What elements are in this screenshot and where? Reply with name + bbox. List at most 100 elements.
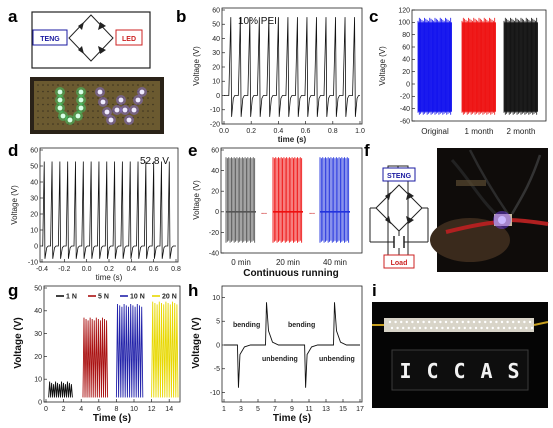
pcb-hole [77, 84, 79, 86]
chart-h-xtick-label: 17 [356, 406, 364, 413]
chart-b-ylabel: Voltage (V) [192, 46, 201, 86]
chart-c-ytick-label: 60 [402, 44, 410, 51]
pcb-hole [72, 116, 74, 119]
pcb-hole [67, 97, 69, 99]
led-label: LED [122, 36, 136, 43]
chart-b-annotation: 10% PEI [238, 16, 277, 27]
pcb-hole [112, 110, 114, 112]
led-letter: S [507, 359, 520, 383]
pcb-hole [42, 103, 44, 106]
pcb-hole [72, 110, 74, 112]
pcb-hole [147, 110, 149, 112]
pcb-hole [97, 84, 99, 86]
chart-g-series-2 [115, 303, 144, 398]
chart-g-legend-label: 5 N [98, 294, 109, 301]
chart-b-ytick-label: 60 [212, 7, 220, 14]
pcb-hole [42, 84, 44, 86]
chart-e-dots: ... [309, 209, 315, 216]
pcb-hole [37, 90, 39, 93]
chart-b-xtick-label: 0.6 [301, 128, 311, 135]
pcb-hole [42, 97, 44, 99]
chart-b-ytick-label: 30 [212, 50, 220, 57]
chart-h-annotation: bending [288, 322, 315, 329]
chart-c-category-label: 1 month [465, 127, 494, 136]
led-letter: I [399, 359, 412, 383]
panel-label-d: d [8, 141, 18, 160]
chart-e-category-label: 40 min [323, 258, 347, 267]
chart-g-series-3 [151, 301, 179, 398]
strip-led [474, 326, 478, 330]
chart-c: Voltage (V) -60 -40 -20 0 20 40 60 80 100 120 Orig… [378, 7, 547, 136]
pcb-hole [72, 97, 74, 99]
pcb-hole [42, 123, 44, 125]
pcb-hole [62, 123, 64, 125]
pcb-hole [117, 84, 119, 86]
strip-led [390, 326, 394, 330]
strip-led [418, 326, 422, 330]
chart-h-xtick-label: 11 [305, 406, 312, 413]
pcb-hole [142, 116, 144, 119]
chart-d-xtick-label: 0.6 [149, 266, 159, 273]
strip-led [512, 320, 515, 324]
pcb-hole [112, 103, 114, 106]
pcb-hole [127, 103, 129, 106]
pcb-hole [57, 123, 59, 125]
strip-led [428, 320, 431, 324]
led-green [78, 105, 84, 111]
pcb-hole [117, 116, 119, 119]
panel-label-g: g [8, 281, 18, 300]
pcb-hole [132, 123, 134, 125]
chart-e-ytick-label: -40 [209, 250, 219, 257]
pcb-hole [137, 84, 139, 86]
strip-led [446, 326, 450, 330]
chart-c-category-label: 2 month [507, 127, 536, 136]
pcb-hole [47, 103, 49, 106]
pcb-hole [37, 97, 39, 99]
led-violet [97, 89, 103, 95]
pcb-hole [62, 97, 64, 99]
pcb-hole [77, 123, 79, 125]
pcb-hole [107, 90, 109, 93]
pcb-hole [122, 103, 124, 106]
pcb-hole [82, 103, 84, 106]
chart-h-annotation: unbending [262, 356, 298, 363]
strip-led [396, 326, 399, 330]
chart-b-xlabel: time (s) [278, 135, 307, 144]
pcb-hole [57, 103, 59, 106]
pcb-hole [42, 90, 44, 93]
led-green [57, 105, 63, 111]
chart-h-xtick-label: 13 [322, 406, 330, 413]
strip-led [444, 320, 448, 324]
pcb-hole [127, 90, 129, 93]
chart-c-ytick-label: 0 [406, 81, 410, 88]
pcb-hole [132, 103, 134, 106]
pcb-hole [152, 110, 154, 112]
led-green [75, 113, 81, 119]
led-green [57, 89, 63, 95]
led-violet [100, 99, 106, 105]
strip-led [480, 326, 483, 330]
pcb-hole [147, 90, 149, 93]
chart-h-ytick-label: -5 [214, 366, 220, 373]
strip-led [416, 320, 420, 324]
pcb-hole [72, 103, 74, 106]
pcb-hole [142, 110, 144, 112]
pcb-hole [137, 103, 139, 106]
pcb-hole [37, 103, 39, 106]
chart-g-xtick-label: 8 [114, 406, 118, 413]
chart-b-xtick-label: 0.0 [219, 128, 229, 135]
chart-c-ytick-label: -20 [400, 94, 410, 101]
pcb-hole [82, 123, 84, 125]
pcb-hole [142, 103, 144, 106]
pcb-hole [92, 110, 94, 112]
pcb-hole [47, 116, 49, 119]
pcb-hole [97, 116, 99, 119]
pcb-hole [122, 123, 124, 125]
strip-led [422, 320, 425, 324]
pcb-hole [107, 103, 109, 106]
pcb-hole [92, 90, 94, 93]
chart-e: Voltage (V) Continuous running -40 -20 0 20… [192, 147, 363, 279]
pcb-hole [152, 123, 154, 125]
panel-a-circuit: TENG LED [31, 11, 151, 69]
pcb-hole [67, 123, 69, 125]
